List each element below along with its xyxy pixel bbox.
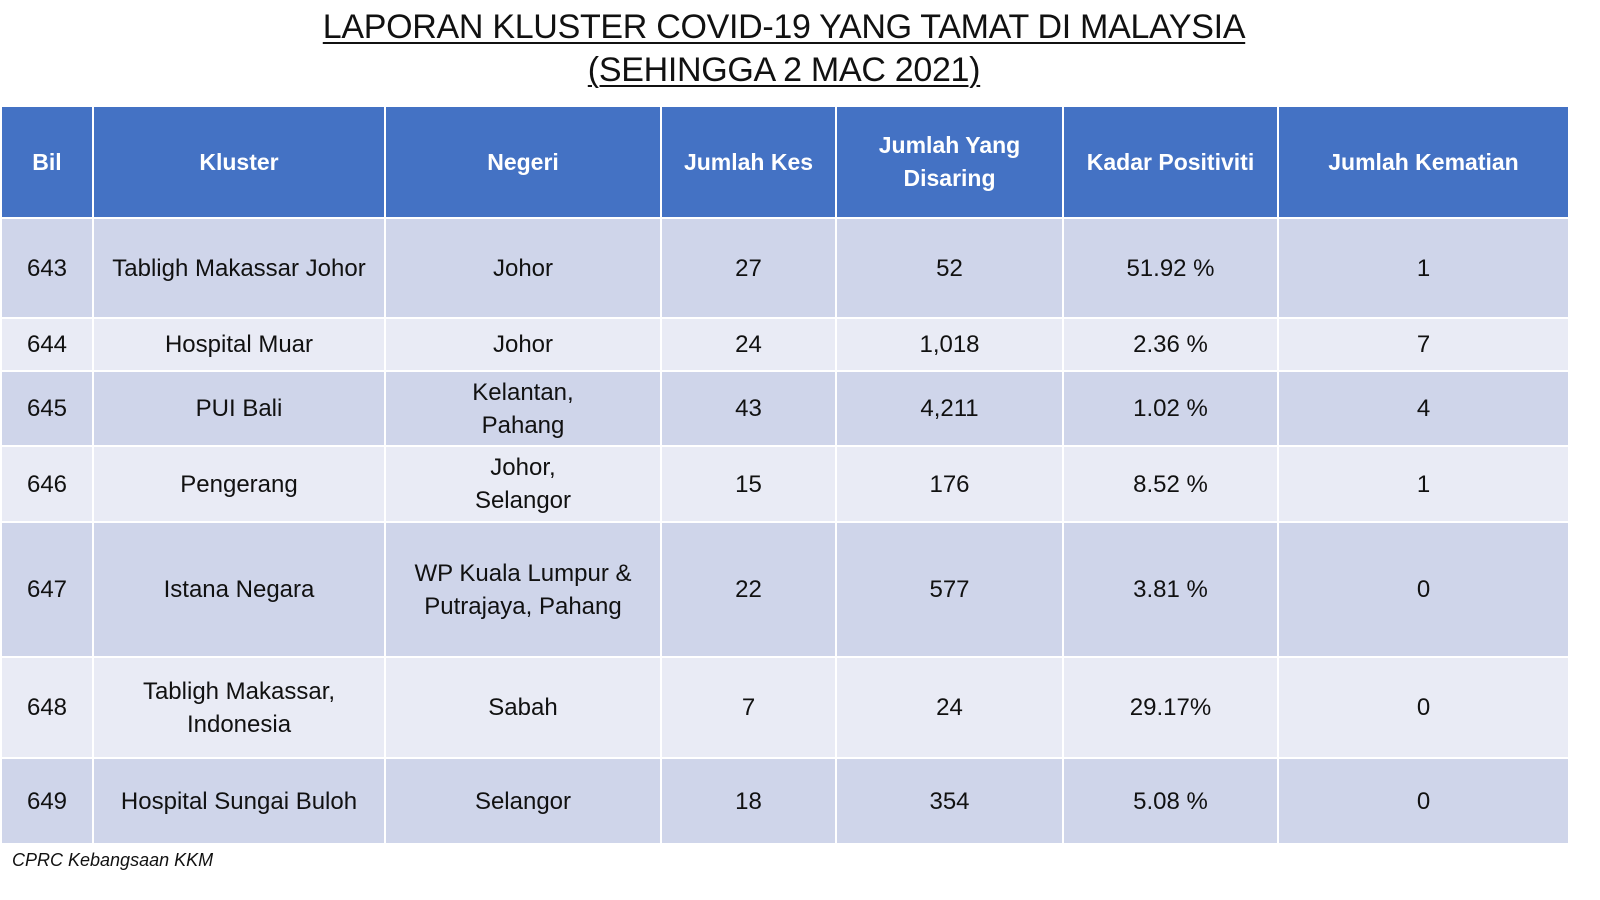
cell-jumlah-kes: 22 bbox=[660, 521, 837, 658]
cell-jumlah-kes: 18 bbox=[660, 757, 837, 845]
header-jumlah-kematian: Jumlah Kematian bbox=[1277, 105, 1570, 219]
cell-disaring: 577 bbox=[835, 521, 1064, 658]
cell-positiviti: 51.92 % bbox=[1062, 217, 1279, 319]
cell-negeri: Johor, Selangor bbox=[384, 445, 662, 523]
table-header-row: Bil Kluster Negeri Jumlah Kes Jumlah Yan… bbox=[0, 105, 1570, 219]
cluster-table: Bil Kluster Negeri Jumlah Kes Jumlah Yan… bbox=[0, 105, 1570, 845]
cell-kluster: PUI Bali bbox=[92, 370, 386, 447]
cell-bil: 644 bbox=[0, 317, 94, 372]
cell-kematian: 1 bbox=[1277, 217, 1570, 319]
report-title: LAPORAN KLUSTER COVID-19 YANG TAMAT DI M… bbox=[0, 6, 1568, 92]
cell-jumlah-kes: 27 bbox=[660, 217, 837, 319]
table-row: 648 Tabligh Makassar, Indonesia Sabah 7 … bbox=[0, 656, 1570, 759]
cell-disaring: 52 bbox=[835, 217, 1064, 319]
cell-bil: 643 bbox=[0, 217, 94, 319]
cell-bil: 646 bbox=[0, 445, 94, 523]
cell-bil: 649 bbox=[0, 757, 94, 845]
title-line-2: (SEHINGGA 2 MAC 2021) bbox=[587, 51, 981, 89]
cell-disaring: 354 bbox=[835, 757, 1064, 845]
cell-kematian: 0 bbox=[1277, 656, 1570, 759]
cell-positiviti: 1.02 % bbox=[1062, 370, 1279, 447]
table-row: 644 Hospital Muar Johor 24 1,018 2.36 % … bbox=[0, 317, 1570, 372]
cell-disaring: 4,211 bbox=[835, 370, 1064, 447]
cell-jumlah-kes: 43 bbox=[660, 370, 837, 447]
cell-negeri: Johor bbox=[384, 317, 662, 372]
cell-kematian: 1 bbox=[1277, 445, 1570, 523]
cell-bil: 648 bbox=[0, 656, 94, 759]
cell-disaring: 176 bbox=[835, 445, 1064, 523]
cell-jumlah-kes: 15 bbox=[660, 445, 837, 523]
source-footer: CPRC Kebangsaan KKM bbox=[12, 850, 214, 870]
cell-positiviti: 3.81 % bbox=[1062, 521, 1279, 658]
cell-positiviti: 5.08 % bbox=[1062, 757, 1279, 845]
cell-jumlah-kes: 24 bbox=[660, 317, 837, 372]
cell-negeri: Selangor bbox=[384, 757, 662, 845]
header-kadar-positiviti: Kadar Positiviti bbox=[1062, 105, 1279, 219]
cell-positiviti: 8.52 % bbox=[1062, 445, 1279, 523]
cell-negeri: WP Kuala Lumpur & Putrajaya, Pahang bbox=[384, 521, 662, 658]
cell-kluster: Istana Negara bbox=[92, 521, 386, 658]
cell-kluster: Tabligh Makassar Johor bbox=[92, 217, 386, 319]
table-row: 643 Tabligh Makassar Johor Johor 27 52 5… bbox=[0, 217, 1570, 319]
header-kluster: Kluster bbox=[92, 105, 386, 219]
table-row: 647 Istana Negara WP Kuala Lumpur & Putr… bbox=[0, 521, 1570, 658]
table-row: 645 PUI Bali Kelantan, Pahang 43 4,211 1… bbox=[0, 370, 1570, 447]
cell-bil: 645 bbox=[0, 370, 94, 447]
cell-kluster: Hospital Sungai Buloh bbox=[92, 757, 386, 845]
cell-positiviti: 29.17% bbox=[1062, 656, 1279, 759]
cell-negeri: Johor bbox=[384, 217, 662, 319]
cell-kematian: 0 bbox=[1277, 521, 1570, 658]
header-jumlah-disaring: Jumlah Yang Disaring bbox=[835, 105, 1064, 219]
cell-disaring: 24 bbox=[835, 656, 1064, 759]
cell-kematian: 4 bbox=[1277, 370, 1570, 447]
header-bil: Bil bbox=[0, 105, 94, 219]
cell-disaring: 1,018 bbox=[835, 317, 1064, 372]
cell-jumlah-kes: 7 bbox=[660, 656, 837, 759]
header-jumlah-kes: Jumlah Kes bbox=[660, 105, 837, 219]
cell-kematian: 0 bbox=[1277, 757, 1570, 845]
cell-kluster: Hospital Muar bbox=[92, 317, 386, 372]
cell-kluster: Pengerang bbox=[92, 445, 386, 523]
cell-positiviti: 2.36 % bbox=[1062, 317, 1279, 372]
cell-negeri: Sabah bbox=[384, 656, 662, 759]
cell-negeri: Kelantan, Pahang bbox=[384, 370, 662, 447]
cell-kematian: 7 bbox=[1277, 317, 1570, 372]
header-negeri: Negeri bbox=[384, 105, 662, 219]
cell-bil: 647 bbox=[0, 521, 94, 658]
cell-kluster: Tabligh Makassar, Indonesia bbox=[92, 656, 386, 759]
table-row: 646 Pengerang Johor, Selangor 15 176 8.5… bbox=[0, 445, 1570, 523]
title-line-1: LAPORAN KLUSTER COVID-19 YANG TAMAT DI M… bbox=[322, 8, 1246, 46]
table-row: 649 Hospital Sungai Buloh Selangor 18 35… bbox=[0, 757, 1570, 845]
